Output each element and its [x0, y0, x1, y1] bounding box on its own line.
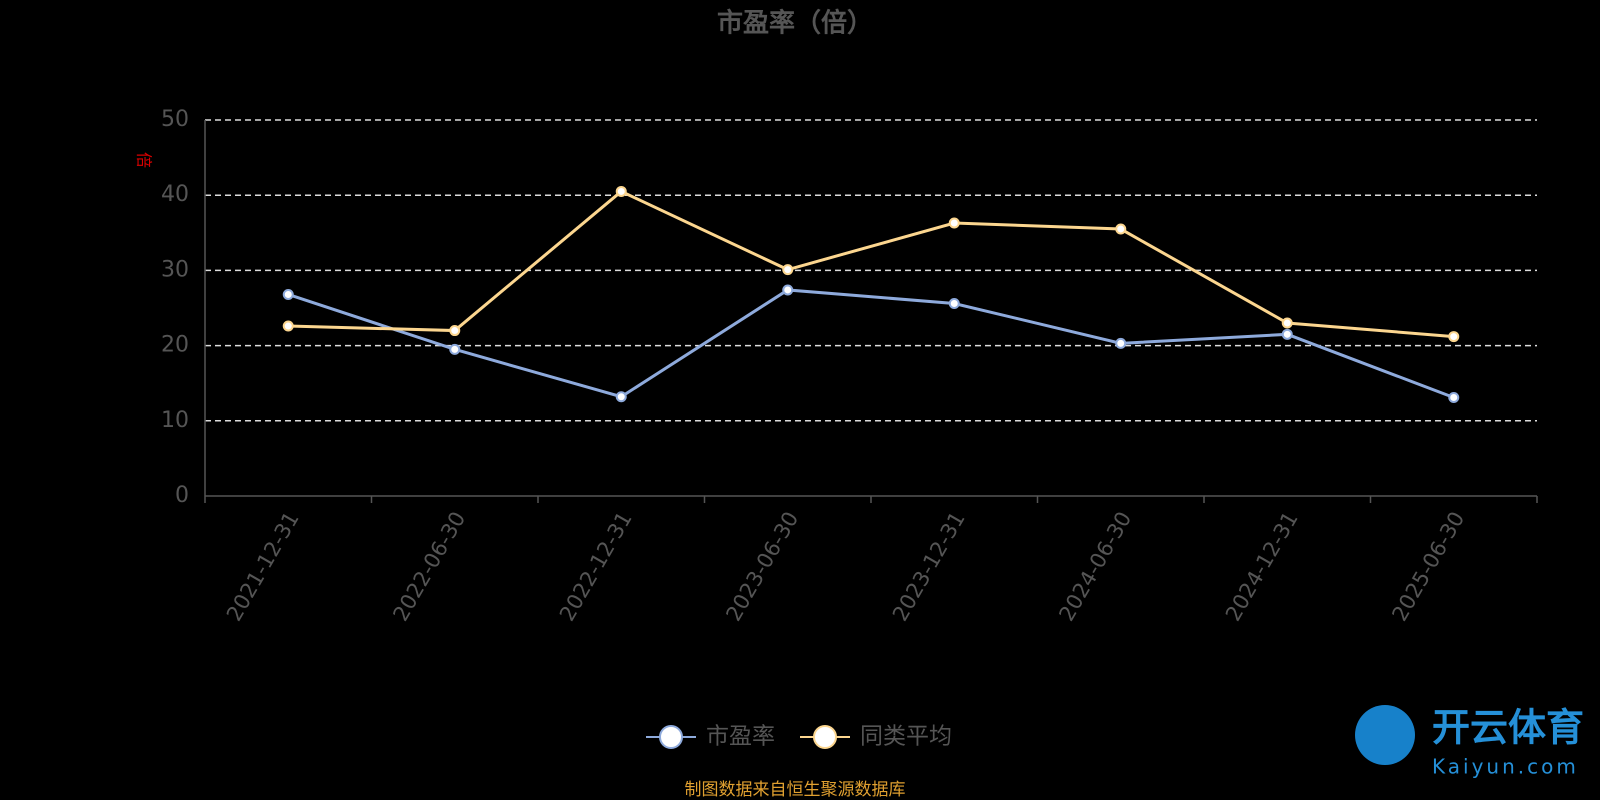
data-point [948, 217, 960, 229]
y-tick-label: 40 [161, 182, 189, 207]
data-point [1281, 328, 1293, 340]
series-line [288, 189, 1454, 339]
data-point [615, 185, 627, 197]
y-tick-label: 30 [161, 257, 189, 282]
watermark-brand: 开云体育 [1432, 706, 1584, 750]
data-point [1115, 223, 1127, 235]
y-tick-label: 10 [161, 408, 189, 433]
legend-marker [659, 725, 683, 749]
data-point [615, 391, 627, 403]
y-tick-label: 50 [161, 107, 189, 132]
data-point [948, 297, 960, 309]
legend-item[interactable]: 同类平均 [800, 724, 952, 750]
data-point [1115, 337, 1127, 349]
y-axis-label: 倍 [135, 152, 154, 168]
y-tick-label: 20 [161, 333, 189, 358]
y-tick-label: 0 [175, 483, 189, 508]
source-note: 制图数据来自恒生聚源数据库 [685, 780, 906, 800]
data-point [782, 284, 794, 296]
data-point [1448, 331, 1460, 343]
data-point [282, 288, 294, 300]
watermark-site: Kaiyun.com [1432, 755, 1579, 779]
data-point [282, 320, 294, 332]
watermark-logo [1355, 705, 1415, 765]
legend-label: 市盈率 [706, 724, 775, 750]
legend-marker [813, 725, 837, 749]
legend-label: 同类平均 [860, 724, 952, 750]
data-point [1281, 317, 1293, 329]
data-point [782, 264, 794, 276]
data-point [449, 325, 461, 337]
data-point [1448, 391, 1460, 403]
chart-title: 市盈率（倍） [717, 8, 873, 39]
watermark: 开云体育 Kaiyun.com [1355, 705, 1584, 779]
series-line [287, 288, 1455, 399]
legend-item[interactable]: 市盈率 [646, 724, 775, 750]
data-point [449, 343, 461, 355]
